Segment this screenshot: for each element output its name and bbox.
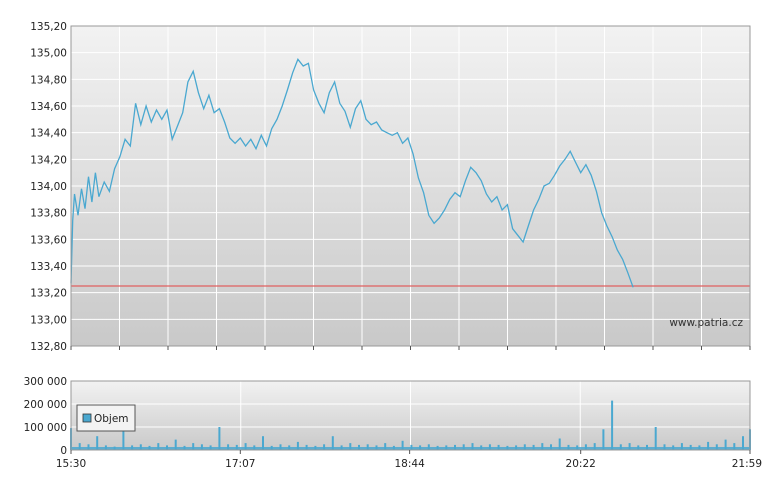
volume-bar [96,436,99,450]
price-y-tick-label: 133,00 [30,314,67,326]
volume-bar [296,441,299,450]
volume-bar [654,427,657,450]
volume-bar [122,430,125,450]
volume-bar [724,439,727,450]
price-y-tick-label: 133,20 [30,288,67,300]
price-y-tick-label: 134,00 [30,181,67,193]
price-y-tick-label: 133,40 [30,261,67,273]
volume-bar [471,443,474,450]
volume-bar [157,443,160,450]
price-panel: 132,80 133,00 133,20 133,40 133,60 133,80 134,… [30,21,751,353]
price-y-tick-label: 132,80 [30,341,67,353]
price-y-tick-label: 135,20 [30,21,67,33]
volume-y-tick-label: 100 000 [24,422,67,434]
price-y-tick-label: 133,60 [30,234,67,246]
volume-legend: Objem [76,404,136,432]
volume-bar [174,439,177,450]
volume-bar [218,427,221,450]
time-axis-label: 21:59 [732,458,762,470]
volume-bar [349,443,352,450]
volume-bar [602,429,605,450]
price-y-tick-label: 134,40 [30,128,67,140]
volume-bar [707,441,710,450]
volume-bar [541,443,544,450]
volume-bar [733,443,736,450]
price-y-axis: 132,80 133,00 133,20 133,40 133,60 133,80 134,… [30,21,67,353]
watermark-text: www.patria.cz [669,317,743,329]
price-y-tick-label: 135,00 [30,48,67,60]
time-axis-label: 17:07 [225,458,255,470]
volume-bar [192,443,195,450]
legend-swatch [82,413,92,423]
volume-bar [680,443,683,450]
price-y-tick-label: 134,20 [30,154,67,166]
volume-bar [401,440,404,450]
volume-y-tick-label: 200 000 [24,399,67,411]
price-x-axis-ticks [70,346,751,350]
price-y-tick-label: 133,80 [30,208,67,220]
volume-bar [78,443,81,450]
volume-bar [262,436,264,450]
price-series-line [70,58,634,288]
time-axis-label: 20:22 [566,458,596,470]
time-axis-label: 15:30 [56,458,86,470]
volume-base-strip [71,447,750,450]
volume-bar [558,438,561,450]
price-y-tick-label: 134,60 [30,101,67,113]
volume-y-axis: 0 100 000 200 000 300 000 [24,376,67,457]
volume-bar [611,400,614,450]
price-gridlines [71,25,750,347]
volume-bar [244,443,247,450]
volume-bar [331,436,334,450]
time-axis: 15:30 17:07 18:44 20:22 21:59 [56,450,762,470]
volume-y-tick-label: 300 000 [24,376,67,388]
legend-label: Objem [94,413,129,425]
volume-bar [628,443,631,450]
price-y-tick-label: 134,80 [30,74,67,86]
volume-y-tick-label: 0 [60,445,67,457]
volume-bar [742,436,744,450]
time-axis-label: 18:44 [394,458,425,470]
volume-bar [384,443,387,450]
volume-bar [593,443,596,450]
